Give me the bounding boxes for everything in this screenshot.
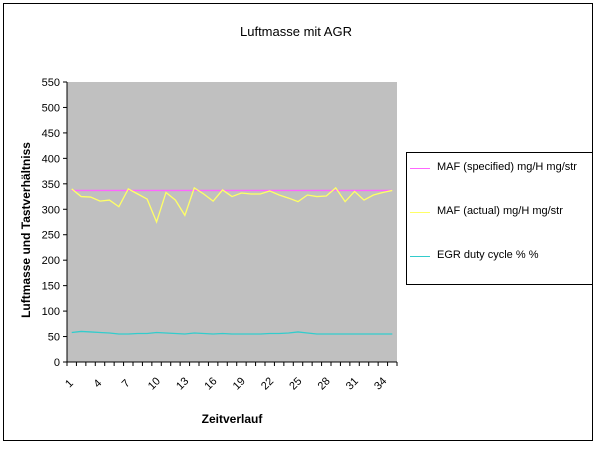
x-tick-label: 31 xyxy=(344,375,361,392)
series-layer xyxy=(71,186,393,335)
legend-swatch-egr-duty xyxy=(410,256,430,257)
x-tick-label: 28 xyxy=(316,375,333,392)
chart-title: Luftmasse mit AGR xyxy=(240,24,352,39)
x-tick-label: 34 xyxy=(372,375,389,392)
y-tick-label: 250 xyxy=(42,230,60,242)
x-tick-label: 10 xyxy=(146,375,163,392)
legend-label-maf-actual: MAF (actual) mg/H mg/str xyxy=(437,205,563,217)
x-axis: 1 4 7 10 13 16 19 22 25 28 31 34 xyxy=(63,361,398,392)
series-line-2 xyxy=(71,330,393,335)
plot-area xyxy=(67,82,397,362)
series-line-1 xyxy=(71,186,393,224)
y-tick-label: 550 xyxy=(42,77,60,89)
x-tick-label: 22 xyxy=(259,375,276,392)
x-tick-label: 13 xyxy=(174,375,191,392)
x-axis-title: Zeitverlauf xyxy=(202,412,264,426)
legend-swatch-maf-specified xyxy=(410,168,430,169)
legend-swatch-maf-actual xyxy=(410,212,430,213)
y-tick-label: 100 xyxy=(42,306,60,318)
legend-label-maf-specified: MAF (specified) mg/H mg/str xyxy=(437,161,577,173)
x-tick-label: 7 xyxy=(120,377,133,390)
y-tick-label: 150 xyxy=(42,281,60,293)
x-tick-label: 25 xyxy=(287,375,304,392)
y-tick-label: 450 xyxy=(42,128,60,140)
legend: MAF (specified) mg/H mg/str MAF (actual)… xyxy=(406,152,593,285)
y-tick-label: 200 xyxy=(42,255,60,267)
y-axis-title: Luftmasse und Tastverhältniss xyxy=(19,142,33,318)
y-axis: 0 50 100 150 200 250 300 350 400 450 500 550 xyxy=(42,77,68,369)
x-tick-label: 19 xyxy=(231,375,248,392)
y-tick-label: 0 xyxy=(54,357,60,369)
y-tick-label: 300 xyxy=(42,204,60,216)
x-tick-label: 4 xyxy=(91,377,104,390)
y-tick-label: 50 xyxy=(48,332,60,344)
legend-label-egr-duty: EGR duty cycle % % xyxy=(437,249,539,261)
y-tick-label: 350 xyxy=(42,179,60,191)
y-tick-label: 400 xyxy=(42,153,60,165)
x-tick-label: 16 xyxy=(202,375,219,392)
x-tick-label: 1 xyxy=(63,377,76,390)
y-tick-label: 500 xyxy=(42,102,60,114)
